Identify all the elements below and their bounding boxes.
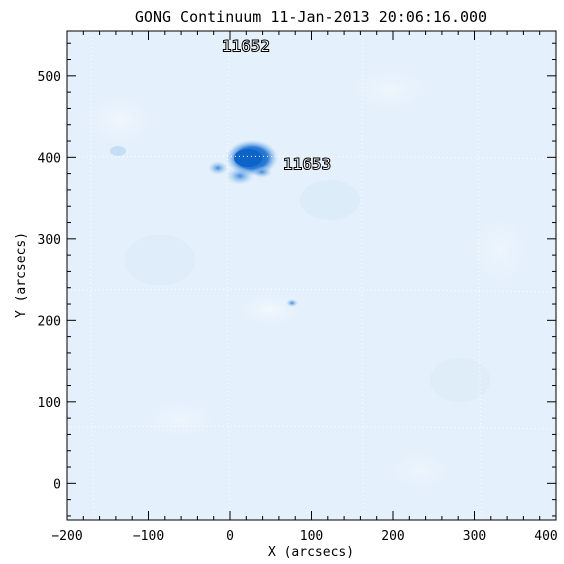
continuum-image xyxy=(67,31,556,520)
x-tick-label: 200 xyxy=(381,529,404,544)
x-tick-label: 400 xyxy=(534,529,557,544)
y-axis-label: Y (arcsecs) xyxy=(14,232,29,318)
y-tick-label: 500 xyxy=(38,70,61,85)
x-tick-label: 100 xyxy=(300,529,323,544)
region-labels: 11652 11653 xyxy=(221,36,331,174)
x-tick-label: −200 xyxy=(51,529,82,544)
y-tick-label: 0 xyxy=(53,477,61,492)
region-label-11652: 11652 xyxy=(222,36,270,55)
x-tick-label: 300 xyxy=(463,529,486,544)
region-label-11653: 11653 xyxy=(283,155,331,174)
x-tick-label: −100 xyxy=(133,529,164,544)
y-tick-labels: 0 100 200 300 400 500 xyxy=(38,70,61,493)
heliographic-grid xyxy=(67,31,556,520)
x-tick-label: 0 xyxy=(226,529,234,544)
y-tick-label: 400 xyxy=(38,151,61,166)
sunspot-group-11653 xyxy=(208,140,278,185)
y-tick-label: 300 xyxy=(38,233,61,248)
axis-ticks xyxy=(66,31,557,520)
faint-pore xyxy=(110,146,126,156)
figure-title: GONG Continuum 11-Jan-2013 20:06:16.000 xyxy=(135,8,487,26)
small-pore xyxy=(286,299,298,307)
x-tick-labels: −200 −100 0 100 200 300 400 xyxy=(51,529,557,544)
y-tick-label: 200 xyxy=(38,314,61,329)
y-tick-label: 100 xyxy=(38,396,61,411)
x-axis-label: X (arcsecs) xyxy=(268,545,354,560)
